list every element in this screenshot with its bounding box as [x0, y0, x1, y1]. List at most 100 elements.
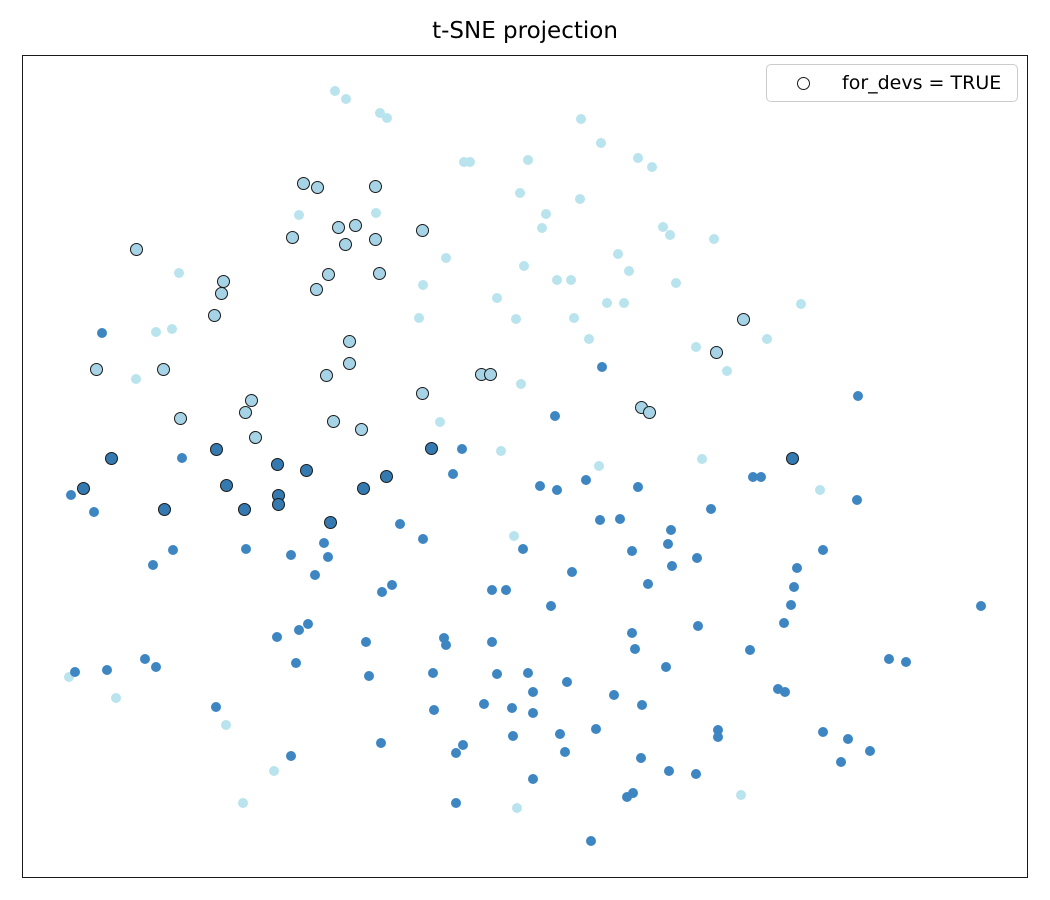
scatter-point [627, 546, 637, 556]
scatter-point [492, 669, 502, 679]
scatter-point [492, 293, 502, 303]
scatter-point [286, 751, 296, 761]
scatter-point [270, 457, 284, 471]
scatter-point [633, 153, 643, 163]
scatter-point [354, 422, 368, 436]
scatter-point [294, 625, 304, 635]
scatter-point [636, 753, 646, 763]
scatter-point [508, 731, 518, 741]
scatter-point [575, 194, 585, 204]
scatter-point [496, 446, 506, 456]
scatter-point [713, 725, 723, 735]
scatter-point [836, 757, 846, 767]
scatter-point [756, 472, 766, 482]
scatter-point [609, 690, 619, 700]
scatter-point [562, 677, 572, 687]
scatter-point [451, 798, 461, 808]
scatter-point [773, 684, 783, 694]
scatter-point [511, 314, 521, 324]
scatter-point [244, 393, 258, 407]
scatter-point [515, 188, 525, 198]
scatter-point [560, 747, 570, 757]
scatter-point [658, 222, 668, 232]
scatter-point [567, 567, 577, 577]
scatter-point [507, 703, 517, 713]
scatter-point [537, 223, 547, 233]
scatter-point [356, 481, 370, 495]
open-circle-icon [797, 76, 810, 90]
scatter-point [89, 507, 99, 517]
scatter-point [309, 282, 323, 296]
chart-title: t-SNE projection [432, 18, 618, 44]
scatter-point [647, 162, 657, 172]
scatter-point [796, 299, 806, 309]
scatter-point [523, 668, 533, 678]
scatter-point [76, 481, 90, 495]
scatter-point [299, 463, 313, 477]
scatter-point [364, 671, 374, 681]
scatter-point [111, 693, 121, 703]
scatter-point [361, 637, 371, 647]
scatter-point [221, 720, 231, 730]
scatter-point [66, 490, 76, 500]
scatter-point [372, 266, 386, 280]
scatter-point [479, 699, 489, 709]
scatter-point [789, 582, 799, 592]
scatter-point [818, 545, 828, 555]
scatter-point [156, 362, 170, 376]
scatter-point [294, 210, 304, 220]
scatter-point [745, 645, 755, 655]
scatter-point [418, 534, 428, 544]
scatter-point [207, 308, 221, 322]
scatter-point [552, 275, 562, 285]
scatter-point [89, 362, 103, 376]
scatter-point [435, 417, 445, 427]
scatter-point [780, 687, 790, 697]
scatter-point [375, 108, 385, 118]
scatter-point [238, 405, 252, 419]
scatter-point [348, 218, 362, 232]
scatter-point [637, 700, 647, 710]
scatter-point [323, 515, 337, 529]
scatter-point [97, 328, 107, 338]
scatter-point [865, 746, 875, 756]
scatter-point [615, 514, 625, 524]
scatter-point [853, 391, 863, 401]
scatter-point [428, 668, 438, 678]
scatter-point [451, 748, 461, 758]
scatter-point [368, 232, 382, 246]
scatter-point [692, 553, 702, 563]
scatter-point [418, 280, 428, 290]
scatter-point [523, 155, 533, 165]
scatter-point [326, 414, 340, 428]
scatter-point [594, 461, 604, 471]
scatter-point [151, 327, 161, 337]
scatter-point [330, 86, 340, 96]
scatter-point [321, 267, 335, 281]
scatter-point [439, 633, 449, 643]
scatter-point [901, 657, 911, 667]
scatter-point [706, 504, 716, 514]
scatter-point [566, 275, 576, 285]
scatter-point [382, 113, 392, 123]
scatter-point [459, 157, 469, 167]
scatter-point [709, 234, 719, 244]
scatter-point [628, 788, 638, 798]
scatter-point [331, 220, 345, 234]
scatter-point [528, 687, 538, 697]
scatter-point [379, 469, 393, 483]
scatter-point [140, 654, 150, 664]
scatter-point [174, 268, 184, 278]
scatter-point [64, 672, 74, 682]
scatter-point [167, 324, 177, 334]
scatter-point [457, 444, 467, 454]
scatter-point [338, 237, 352, 251]
scatter-layer [23, 56, 1027, 877]
scatter-point [663, 539, 673, 549]
scatter-point [597, 362, 607, 372]
scatter-point [546, 601, 556, 611]
scatter-point [642, 405, 656, 419]
scatter-point [483, 367, 497, 381]
scatter-point [779, 618, 789, 628]
